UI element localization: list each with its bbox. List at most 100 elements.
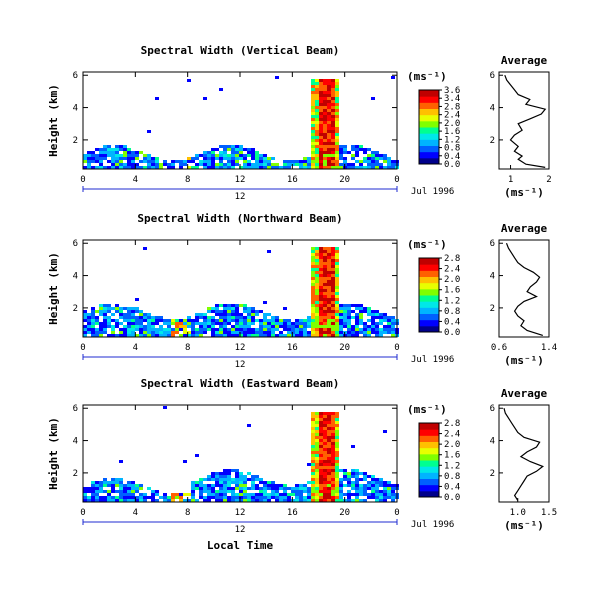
heatmap-cell <box>151 328 155 331</box>
heatmap-cell <box>251 331 255 334</box>
heatmap-cell <box>311 289 315 292</box>
heatmap-cell <box>267 496 271 499</box>
heatmap-cell <box>303 163 307 166</box>
heatmap-cell <box>323 454 327 457</box>
heatmap-cell <box>315 103 319 106</box>
heatmap-cell <box>123 499 127 502</box>
heatmap-cell <box>303 160 307 163</box>
heatmap-cell <box>119 478 123 481</box>
heatmap-cell <box>135 298 139 301</box>
heatmap-cell <box>319 457 323 460</box>
heatmap-cell <box>307 493 311 496</box>
heatmap-cell <box>363 331 367 334</box>
heatmap-cell <box>279 322 283 325</box>
heatmap-cell <box>219 154 223 157</box>
heatmap-cell <box>375 313 379 316</box>
heatmap-cell <box>223 163 227 166</box>
heatmap-cell <box>243 319 247 322</box>
heatmap-cell <box>339 163 343 166</box>
heatmap-cell <box>359 499 363 502</box>
heatmap-cell <box>291 334 295 337</box>
heatmap-cell <box>83 154 87 157</box>
heatmap-cell <box>371 496 375 499</box>
heatmap-cell <box>211 328 215 331</box>
heatmap-cell <box>107 319 111 322</box>
heatmap-cell <box>375 151 379 154</box>
heatmap-cell <box>207 493 211 496</box>
heatmap-cell <box>119 154 123 157</box>
heatmap-cell <box>315 91 319 94</box>
heatmap-cell <box>379 493 383 496</box>
heatmap-cell <box>195 166 199 169</box>
heatmap-cell <box>255 154 259 157</box>
heatmap-cell <box>147 487 151 490</box>
heatmap-cell <box>323 118 327 121</box>
heatmap-cell <box>123 331 127 334</box>
heatmap-cell <box>319 130 323 133</box>
heatmap-cell <box>243 493 247 496</box>
heatmap-cell <box>163 160 167 163</box>
heatmap-cell <box>287 331 291 334</box>
heatmap-cell <box>167 322 171 325</box>
heatmap-cell <box>311 307 315 310</box>
heatmap-cell <box>167 328 171 331</box>
heatmap-cell <box>323 322 327 325</box>
heatmap-cell <box>103 331 107 334</box>
heatmap-cell <box>363 148 367 151</box>
heatmap-cell <box>323 490 327 493</box>
heatmap-cell <box>311 433 315 436</box>
heatmap-cell <box>255 319 259 322</box>
heatmap-cell <box>123 154 127 157</box>
heatmap-cell <box>355 331 359 334</box>
heatmap-cell <box>219 88 223 91</box>
heatmap-cell <box>107 148 111 151</box>
heatmap-cell <box>355 166 359 169</box>
heatmap-cell <box>331 436 335 439</box>
heatmap-cell <box>347 490 351 493</box>
heatmap-cell <box>327 415 331 418</box>
heatmap-cell <box>95 319 99 322</box>
heatmap-cell <box>315 247 319 250</box>
heatmap-cell <box>203 328 207 331</box>
heatmap-cell <box>315 301 319 304</box>
heatmap-cell <box>319 301 323 304</box>
heatmap-cell <box>127 331 131 334</box>
heatmap-cell <box>143 166 147 169</box>
heatmap-cell <box>91 307 95 310</box>
heatmap-cell <box>235 310 239 313</box>
heatmap-cell <box>327 118 331 121</box>
heatmap-cell <box>323 151 327 154</box>
heatmap-cell <box>315 280 319 283</box>
heatmap-cell <box>323 274 327 277</box>
heatmap-cell <box>247 166 251 169</box>
heatmap-cell <box>155 163 159 166</box>
heatmap-cell <box>103 322 107 325</box>
heatmap-cell <box>331 163 335 166</box>
heatmap-cell <box>363 499 367 502</box>
heatmap-cell <box>367 154 371 157</box>
colorbar-swatch <box>419 127 439 134</box>
heatmap-cell <box>183 325 187 328</box>
x-tick-label: 0 <box>394 343 399 353</box>
heatmap-cell <box>331 79 335 82</box>
heatmap-cell <box>319 259 323 262</box>
heatmap-cell <box>351 469 355 472</box>
heatmap-cell <box>219 334 223 337</box>
heatmap-cell <box>267 331 271 334</box>
heatmap-cell <box>327 277 331 280</box>
heatmap-cell <box>347 316 351 319</box>
heatmap-cell <box>271 493 275 496</box>
heatmap-cell <box>199 484 203 487</box>
heatmap-cell <box>271 157 275 160</box>
heatmap-cell <box>211 316 215 319</box>
heatmap-cell <box>323 334 327 337</box>
heatmap-cell <box>323 328 327 331</box>
profile-y-tick-label: 2 <box>490 136 495 146</box>
heatmap-cell <box>331 271 335 274</box>
heatmap-cell <box>323 415 327 418</box>
profile-y-tick-label: 4 <box>490 104 495 114</box>
heatmap-cell <box>211 331 215 334</box>
colorbar-tick-label: 1.6 <box>444 286 460 296</box>
heatmap-cell <box>127 484 131 487</box>
heatmap-cell <box>211 163 215 166</box>
